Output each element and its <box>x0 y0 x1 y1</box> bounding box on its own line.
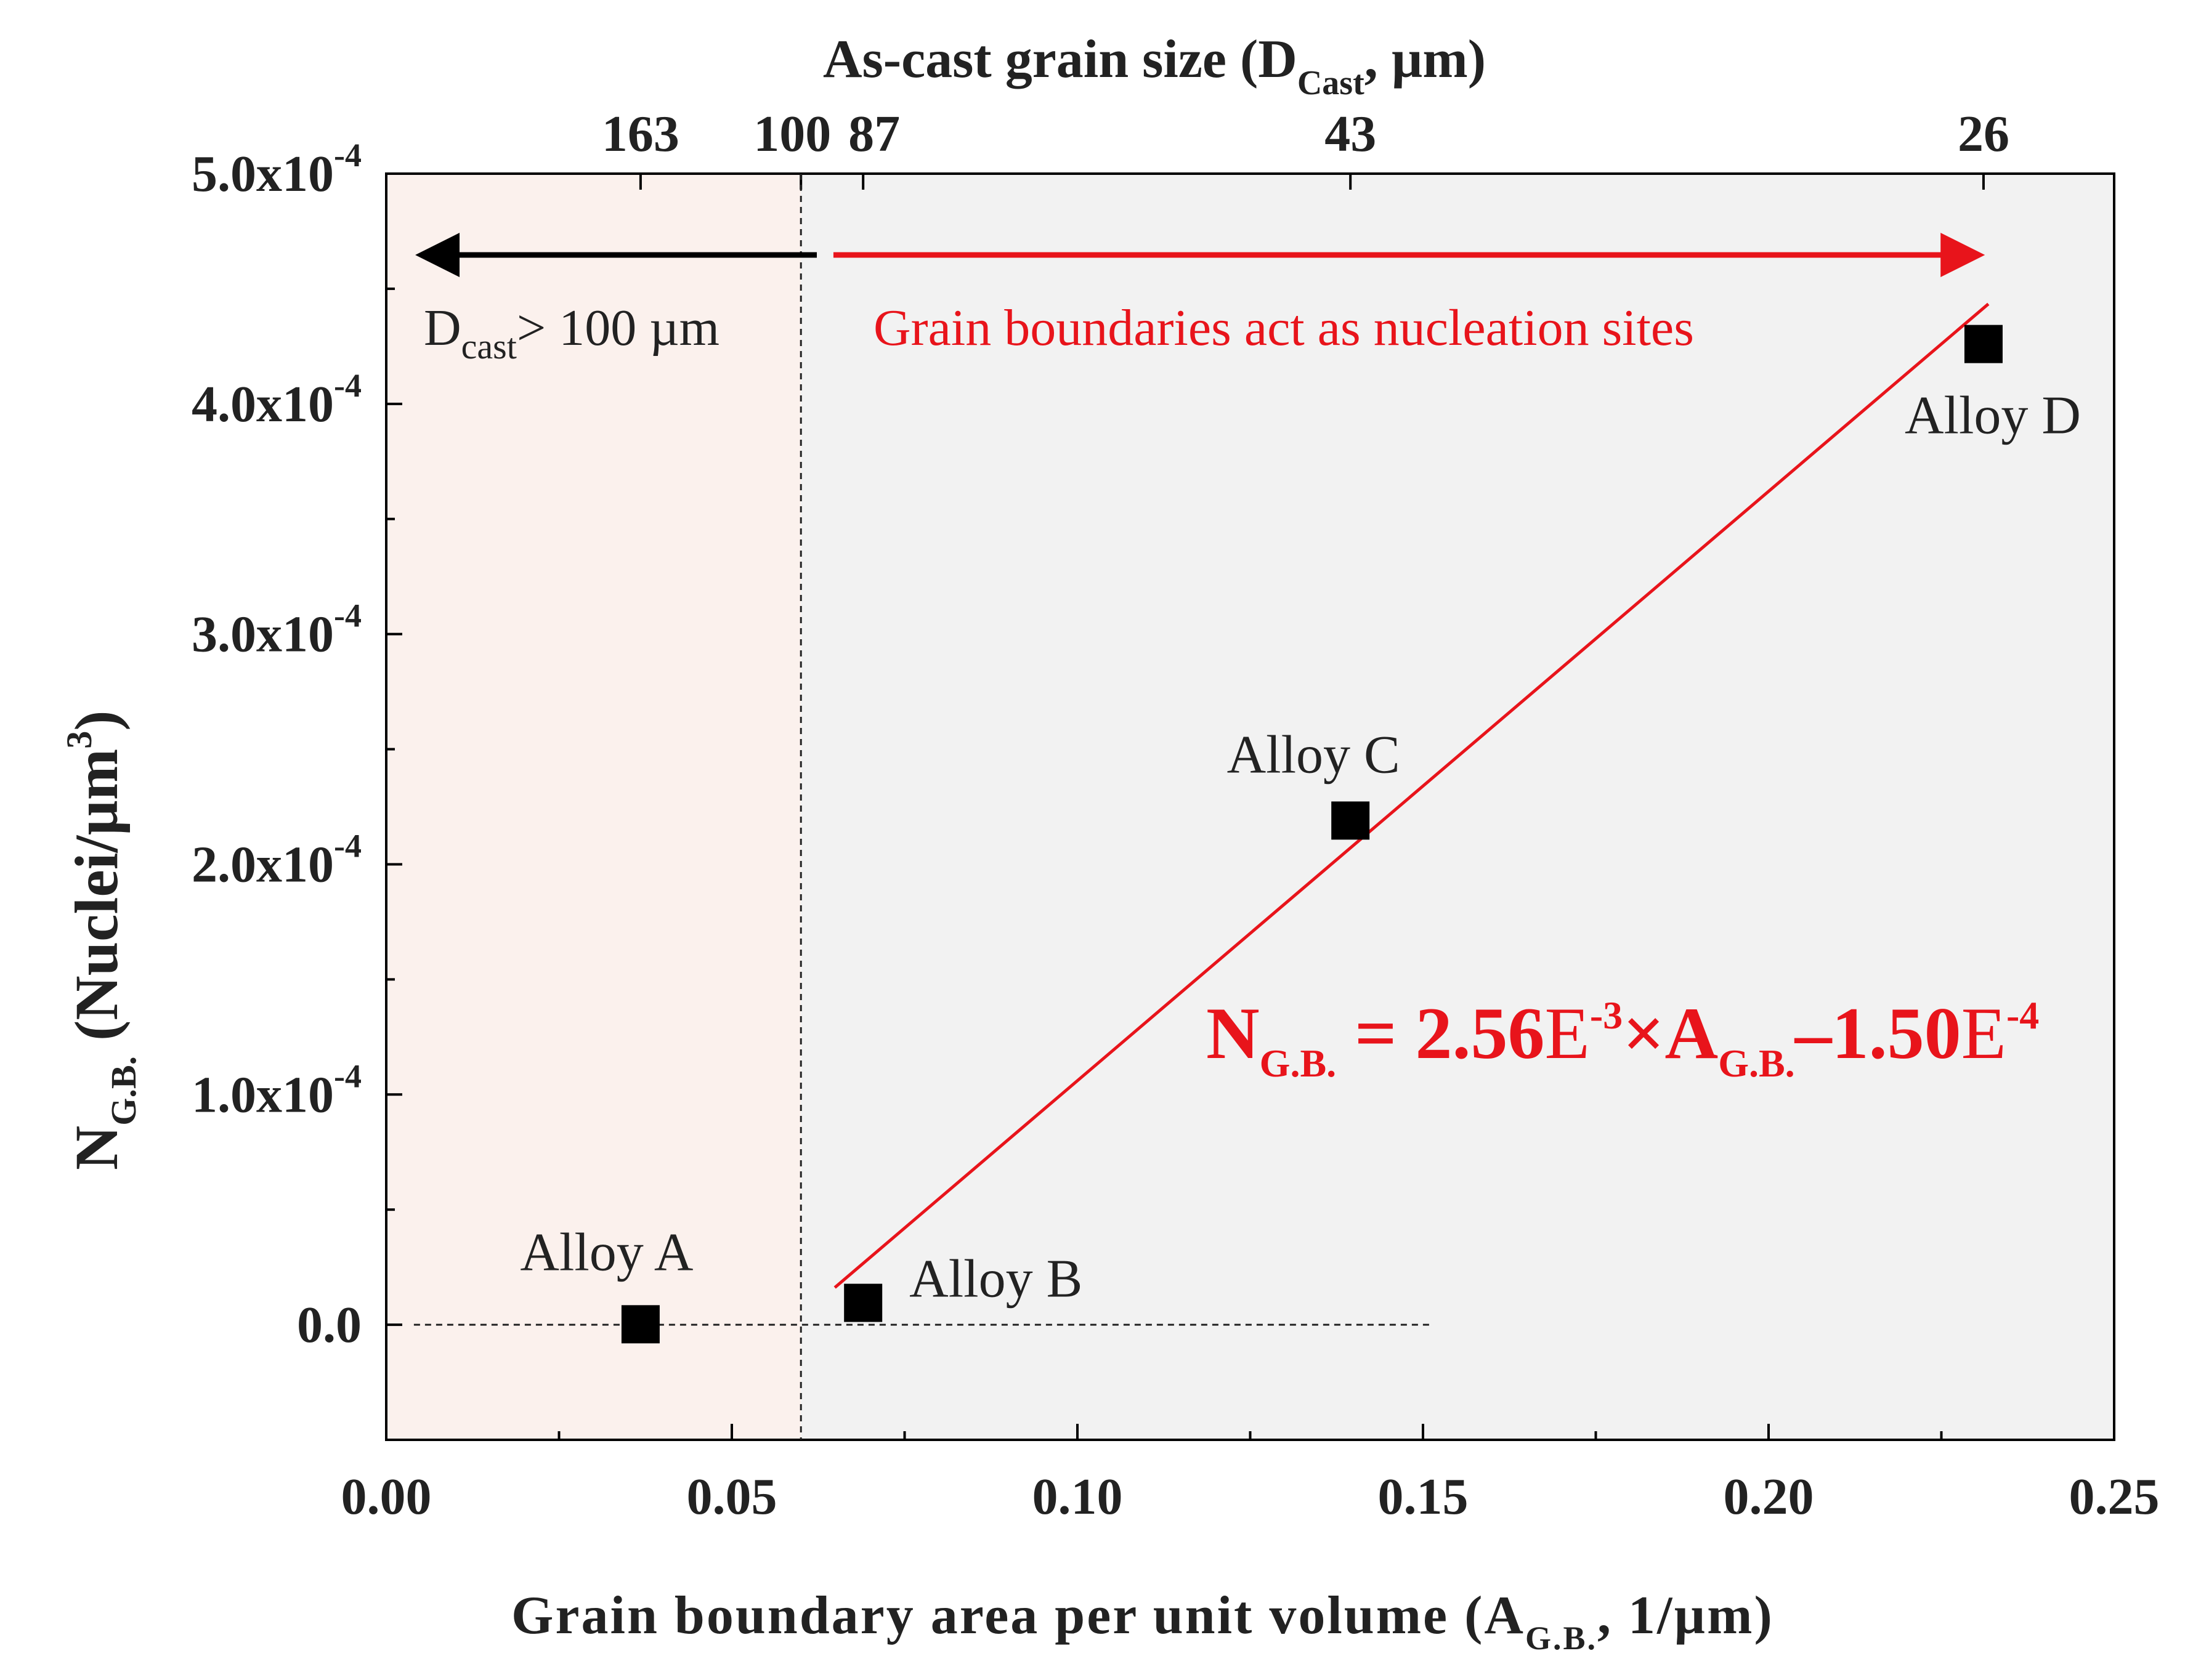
bottom-tick-label: 0.00 <box>341 1468 432 1525</box>
top-axis-title: As-cast grain size (DCast, µm) <box>823 30 1486 102</box>
left-tick-label: 1.0x10-4 <box>192 1057 362 1123</box>
top-tick-label: 100 <box>753 105 831 163</box>
bottom-axis-ticks <box>385 1424 2115 1440</box>
data-point <box>1331 801 1370 840</box>
fit-line <box>833 302 1990 1289</box>
data-point-labels: Alloy A Alloy B Alloy C Alloy D <box>520 386 2081 1309</box>
bottom-tick-label: 0.05 <box>687 1468 777 1525</box>
bottom-axis-title: Grain boundary area per unit volume (AG.… <box>511 1586 1774 1657</box>
top-tick-label: 87 <box>848 105 900 163</box>
data-point <box>1964 325 2003 363</box>
left-axis-tick-labels: 0.0 1.0x10-4 2.0x10-4 3.0x10-4 4.0x10-4 5.0x1… <box>192 137 362 1354</box>
bottom-tick-label: 0.10 <box>1032 1468 1123 1525</box>
left-arrow-label: Dcast> 100 µm <box>424 299 720 366</box>
data-point <box>621 1305 660 1344</box>
bottom-tick-label: 0.20 <box>1724 1468 1814 1525</box>
data-points <box>621 325 2003 1344</box>
data-point-label: Alloy A <box>520 1222 693 1282</box>
left-tick-label: 0.0 <box>297 1296 362 1354</box>
left-tick-label: 3.0x10-4 <box>192 597 362 663</box>
bottom-tick-label: 0.25 <box>2069 1468 2160 1525</box>
top-axis-tick-labels: 163 100 87 43 26 <box>602 105 2009 163</box>
region-left-shading <box>386 174 801 1440</box>
data-point <box>844 1283 883 1322</box>
left-tick-label: 5.0x10-4 <box>192 137 362 203</box>
left-axis-ticks <box>386 172 402 1327</box>
data-point-label: Alloy B <box>909 1250 1082 1309</box>
bottom-tick-label: 0.15 <box>1378 1468 1469 1525</box>
top-tick-label: 26 <box>1958 105 2009 163</box>
left-axis-title: NG.B. (Nuclei/µm3) <box>59 710 144 1170</box>
left-tick-label: 4.0x10-4 <box>192 367 362 433</box>
top-tick-label: 163 <box>602 105 679 163</box>
data-point-label: Alloy D <box>1905 386 2081 446</box>
data-point-label: Alloy C <box>1227 725 1400 785</box>
top-tick-label: 43 <box>1324 105 1376 163</box>
bottom-axis-tick-labels: 0.00 0.05 0.10 0.15 0.20 0.25 <box>341 1468 2160 1525</box>
right-arrow-label: Grain boundaries act as nucleation sites <box>874 299 1694 357</box>
fit-equation: NG.B. = 2.56E-3×AG.B.–1.50E-4 <box>1206 992 2039 1085</box>
left-tick-label: 2.0x10-4 <box>192 827 362 893</box>
